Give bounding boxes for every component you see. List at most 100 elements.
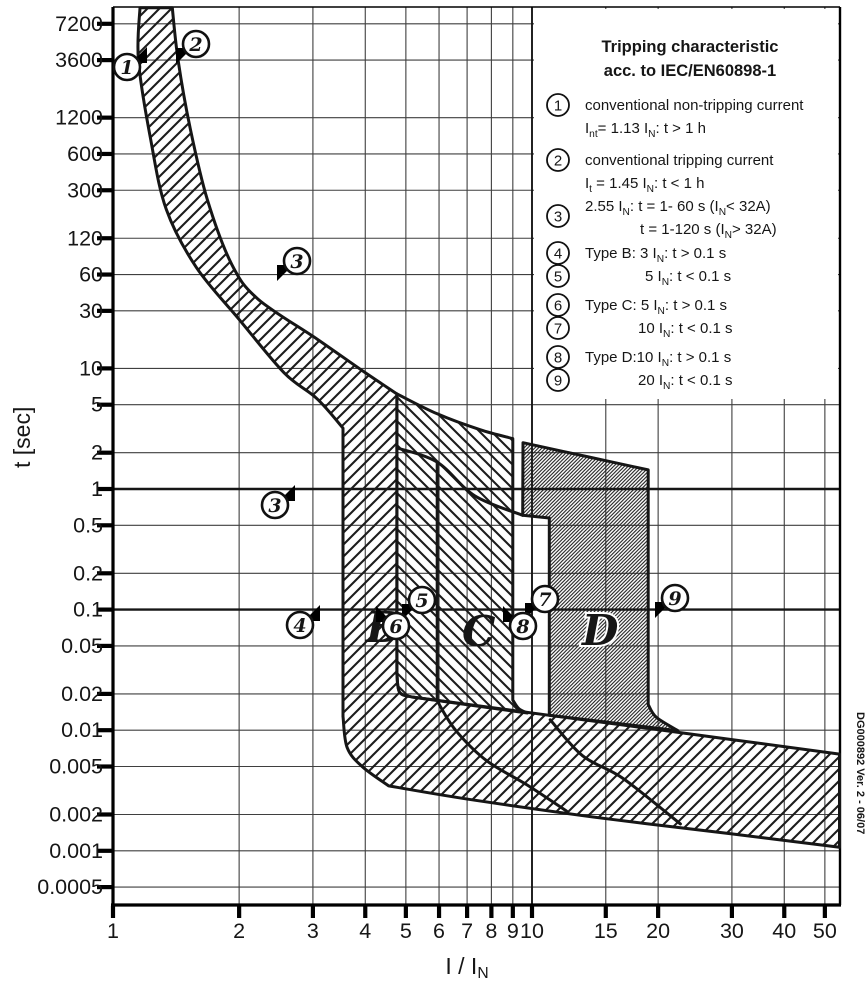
- legend-item-3: 3 2.55 IN: t = 1- 60 s (IN< 32A) t = 1-120…: [546, 198, 777, 241]
- x-tick-label: 20: [646, 919, 670, 943]
- callout-circle: [112, 52, 142, 82]
- legend-item-number: 1: [554, 98, 562, 115]
- y-tick-label: 10: [79, 356, 103, 380]
- y-tick-label: 0.002: [49, 802, 103, 826]
- y-tick-label: 1200: [55, 106, 103, 130]
- legend-item-text: Int= 1.13 IN: t > 1 h: [585, 120, 706, 140]
- legend-item-text: t = 1-120 s (IN> 32A): [640, 221, 777, 241]
- callout-9: 9: [655, 583, 690, 618]
- legend-item-text: Type C: 5 IN: t > 0.1 s: [585, 297, 727, 317]
- legend-item-text: Type D:10 IN: t > 0.1 s: [585, 349, 731, 369]
- legend-item-circle: [546, 345, 570, 369]
- y-tick-label: 0.05: [61, 634, 103, 658]
- y-tick-label: 1: [91, 477, 103, 501]
- version: DG000892 Ver. 2 - 06/07: [854, 712, 866, 834]
- callout-number: 3: [290, 251, 303, 273]
- legend-item-number: 2: [554, 153, 562, 170]
- legend-item-text: 20 IN: t < 0.1 s: [638, 372, 733, 392]
- y-tick-label: 0.02: [61, 682, 103, 706]
- y-tick-label: 0.1: [73, 598, 103, 622]
- legend-item-number: 9: [554, 373, 562, 390]
- y-tick-label: 0.01: [61, 718, 103, 742]
- callout-circle: [407, 585, 437, 615]
- legend-item-number: 3: [554, 209, 562, 226]
- band-label-c: C: [462, 607, 496, 656]
- callout-number: 3: [268, 495, 281, 517]
- legend-item-circle: [546, 204, 570, 228]
- callout-number: 4: [293, 615, 306, 637]
- callout-6: 6: [376, 606, 411, 641]
- callout-circle: [660, 583, 690, 613]
- legend-item-4: 4 Type B: 3 IN: t > 0.1 s: [546, 241, 726, 265]
- x-tick-label: 50: [813, 919, 837, 943]
- callout-number: 8: [515, 616, 529, 638]
- y-tick-label: 5: [91, 393, 103, 417]
- legend-item-text: conventional non-tripping current: [585, 97, 804, 114]
- characteristic-bands: [136, 6, 841, 849]
- y-axis-ticks: 7200 3600 1200 600 300 120 60 30 10 5 2 1 0.5 0.2 0.1 0…: [37, 12, 112, 899]
- callout-8: 8: [503, 606, 538, 641]
- legend-item-circle: [546, 293, 570, 317]
- legend-item-2: 2 conventional tripping current It = 1.45 …: [546, 148, 774, 195]
- y-tick-label: 0.0005: [37, 875, 103, 899]
- band-letters: BCD: [365, 603, 621, 657]
- legend-item-text: 5 IN: t < 0.1 s: [645, 268, 731, 288]
- callout-circle: [285, 610, 315, 640]
- y-tick-label: 0.005: [49, 755, 103, 779]
- legend-item-1: 1 conventional non-tripping current Int= 1…: [546, 93, 804, 140]
- y-tick-label: 600: [67, 142, 103, 166]
- axis-titles: t [sec] I / IN: [9, 407, 489, 982]
- type-c-lower-drop: [435, 460, 569, 813]
- x-tick-label: 8: [485, 919, 497, 943]
- legend-item-text: conventional tripping current: [585, 152, 774, 169]
- y-tick-label: 2: [91, 441, 103, 465]
- x-tick-label: 3: [307, 919, 319, 943]
- legend-item-number: 8: [554, 350, 562, 367]
- legend-item-circle: [546, 316, 570, 340]
- callout-3: 3: [260, 485, 295, 520]
- callout-2: 2: [176, 29, 211, 64]
- legend-item-5: 5 5 IN: t < 0.1 s: [546, 264, 731, 288]
- legend-item-text: 2.55 IN: t = 1- 60 s (IN< 32A): [585, 198, 771, 218]
- y-tick-label: 300: [67, 178, 103, 202]
- x-tick-label: 10: [520, 919, 544, 943]
- y-tick-label: 0.5: [73, 513, 103, 537]
- callout-number: 5: [415, 590, 428, 612]
- y-tick-label: 60: [79, 263, 103, 287]
- x-tick-label: 6: [433, 919, 445, 943]
- x-tick-label: 1: [107, 919, 119, 943]
- x-axis-ticks: 1 2 3 4 5 6 7 8 9 10 15 20 30 40 50: [107, 906, 837, 943]
- legend-item-circle: [546, 148, 570, 172]
- legend-item-6: 6 Type C: 5 IN: t > 0.1 s: [546, 293, 727, 317]
- legend-item-number: 6: [554, 298, 562, 315]
- y-tick-label: 0.2: [73, 561, 103, 585]
- legend-item-number: 4: [554, 246, 562, 263]
- x-tick-label: 9: [507, 919, 519, 943]
- y-tick-label: 30: [79, 299, 103, 323]
- callout-1: 1: [112, 47, 147, 82]
- legend-item-text: 10 IN: t < 0.1 s: [638, 320, 733, 340]
- callout-7: 7: [525, 584, 560, 619]
- callout-circle: [282, 246, 312, 276]
- legend-title-line1: Tripping characteristic: [602, 38, 779, 56]
- callout-4: 4: [285, 605, 320, 640]
- callout-circle: [260, 490, 290, 520]
- y-tick-label: 3600: [55, 48, 103, 72]
- legend-item-circle: [546, 93, 570, 117]
- callout-number: 6: [389, 616, 402, 638]
- x-tick-label: 15: [594, 919, 618, 943]
- type-d-lower-drop: [548, 718, 682, 826]
- callout-circle: [508, 611, 538, 641]
- legend-item-number: 5: [554, 269, 562, 286]
- y-tick-label: 0.001: [49, 839, 103, 863]
- callout-3: 3: [277, 246, 312, 281]
- legend-item-7: 7 10 IN: t < 0.1 s: [546, 316, 733, 340]
- legend-item-text: Type B: 3 IN: t > 0.1 s: [585, 245, 726, 265]
- legend-item-circle: [546, 368, 570, 392]
- x-tick-label: 7: [461, 919, 473, 943]
- legend: Tripping characteristic acc. to IEC/EN608…: [546, 38, 804, 392]
- x-tick-label: 5: [400, 919, 412, 943]
- version-label: DG000892 Ver. 2 - 06/07: [854, 712, 866, 834]
